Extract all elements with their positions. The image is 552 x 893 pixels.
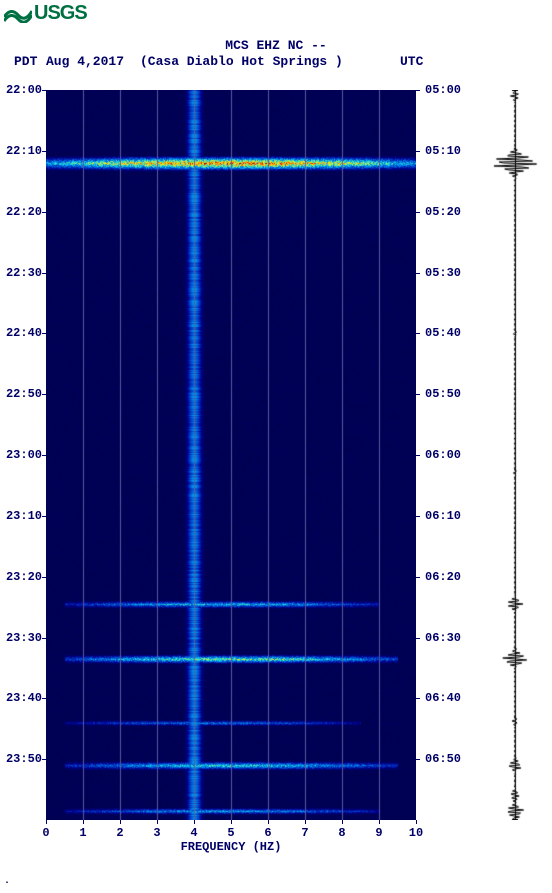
tick-left — [42, 273, 46, 274]
title-line-1: MCS EHZ NC -- — [0, 38, 552, 53]
tick-bottom — [157, 820, 158, 824]
tick-left — [42, 212, 46, 213]
time-label-pdt: 22:10 — [0, 144, 42, 158]
time-label-pdt: 23:40 — [0, 691, 42, 705]
tick-right — [416, 698, 420, 699]
freq-tick-label: 3 — [153, 826, 160, 840]
tick-bottom — [231, 820, 232, 824]
station-label: (Casa Diablo Hot Springs ) — [140, 54, 343, 69]
tz-right-label: UTC — [400, 54, 423, 69]
tick-right — [416, 516, 420, 517]
time-label-pdt: 22:50 — [0, 387, 42, 401]
tick-bottom — [83, 820, 84, 824]
time-label-utc: 06:20 — [425, 570, 461, 584]
time-label-pdt: 23:10 — [0, 509, 42, 523]
tz-left-label: PDT — [14, 54, 37, 69]
footer-mark: . — [4, 876, 10, 887]
time-label-utc: 05:10 — [425, 144, 461, 158]
time-label-utc: 05:50 — [425, 387, 461, 401]
tick-bottom — [416, 820, 417, 824]
time-label-utc: 05:40 — [425, 326, 461, 340]
usgs-wave-icon — [4, 5, 32, 23]
time-label-utc: 06:40 — [425, 691, 461, 705]
time-label-pdt: 22:20 — [0, 205, 42, 219]
time-label-utc: 06:30 — [425, 631, 461, 645]
time-label-pdt: 22:00 — [0, 83, 42, 97]
tick-right — [416, 273, 420, 274]
tick-bottom — [46, 820, 47, 824]
time-label-pdt: 23:50 — [0, 752, 42, 766]
freq-tick-label: 9 — [375, 826, 382, 840]
tick-right — [416, 455, 420, 456]
time-label-utc: 06:00 — [425, 448, 461, 462]
tick-left — [42, 455, 46, 456]
seismogram-canvas — [490, 90, 540, 820]
tick-left — [42, 516, 46, 517]
tick-bottom — [342, 820, 343, 824]
time-label-utc: 05:00 — [425, 83, 461, 97]
tick-bottom — [194, 820, 195, 824]
tick-right — [416, 212, 420, 213]
time-label-pdt: 22:30 — [0, 266, 42, 280]
time-label-utc: 06:10 — [425, 509, 461, 523]
freq-tick-label: 2 — [116, 826, 123, 840]
time-label-utc: 06:50 — [425, 752, 461, 766]
freq-tick-label: 0 — [42, 826, 49, 840]
tick-bottom — [120, 820, 121, 824]
usgs-logo-text: USGS — [34, 2, 87, 25]
time-label-utc: 05:30 — [425, 266, 461, 280]
tick-bottom — [379, 820, 380, 824]
freq-tick-label: 5 — [227, 826, 234, 840]
tick-right — [416, 638, 420, 639]
freq-tick-label: 8 — [338, 826, 345, 840]
time-label-pdt: 23:30 — [0, 631, 42, 645]
tick-left — [42, 577, 46, 578]
tick-right — [416, 333, 420, 334]
time-label-pdt: 22:40 — [0, 326, 42, 340]
date-label: Aug 4,2017 — [46, 54, 124, 69]
x-axis-title: FREQUENCY (HZ) — [46, 840, 416, 854]
tick-left — [42, 90, 46, 91]
page-root: USGS MCS EHZ NC -- PDT Aug 4,2017 (Casa … — [0, 0, 552, 893]
tick-left — [42, 394, 46, 395]
tick-left — [42, 638, 46, 639]
time-label-utc: 05:20 — [425, 205, 461, 219]
tick-left — [42, 333, 46, 334]
tick-right — [416, 151, 420, 152]
freq-tick-label: 1 — [79, 826, 86, 840]
time-label-pdt: 23:20 — [0, 570, 42, 584]
tick-left — [42, 698, 46, 699]
spectrogram-plot — [46, 90, 416, 820]
tick-right — [416, 394, 420, 395]
freq-tick-label: 10 — [409, 826, 423, 840]
tick-bottom — [305, 820, 306, 824]
time-label-pdt: 23:00 — [0, 448, 42, 462]
tick-right — [416, 759, 420, 760]
usgs-logo: USGS — [4, 2, 87, 25]
tick-left — [42, 151, 46, 152]
spectrogram-canvas — [46, 90, 416, 820]
freq-tick-label: 7 — [301, 826, 308, 840]
tick-left — [42, 759, 46, 760]
freq-tick-label: 4 — [190, 826, 197, 840]
freq-tick-label: 6 — [264, 826, 271, 840]
tick-right — [416, 577, 420, 578]
tick-bottom — [268, 820, 269, 824]
seismogram-panel — [490, 90, 540, 820]
tick-right — [416, 90, 420, 91]
